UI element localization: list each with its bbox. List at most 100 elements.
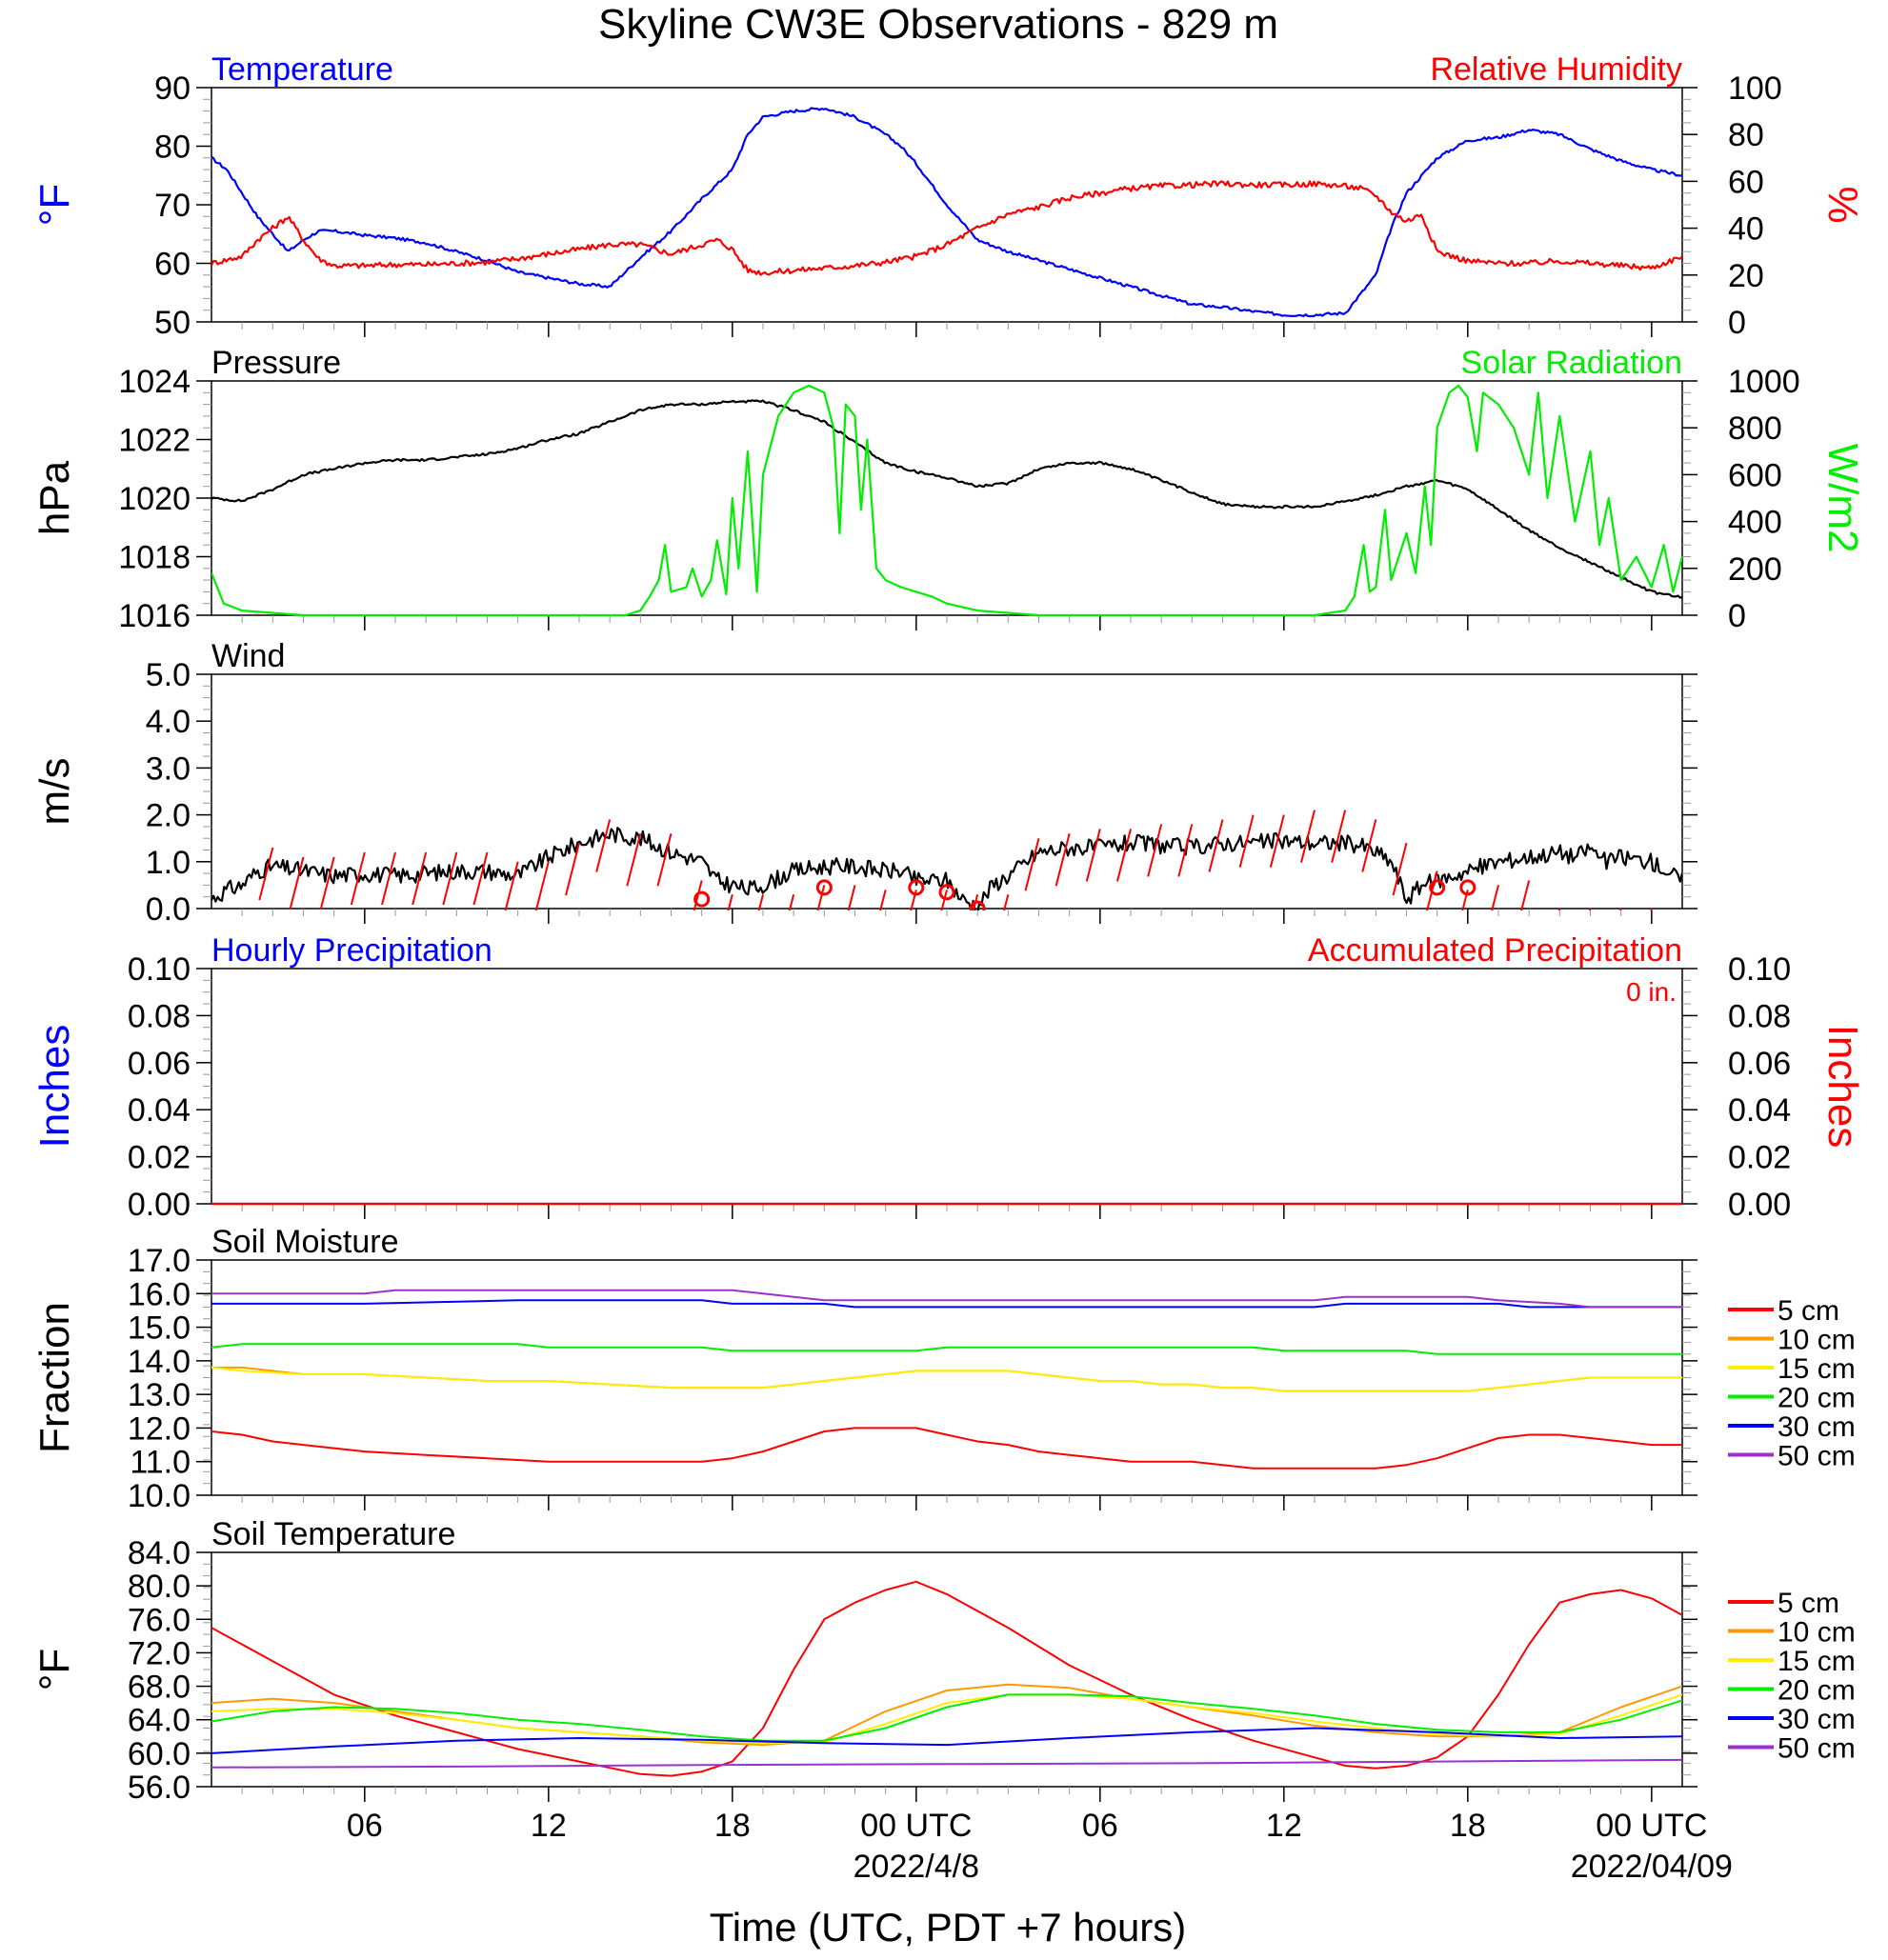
legend-label: 30 cm [1778, 1411, 1856, 1443]
x-tick-label: 18 [714, 1808, 751, 1844]
wind-barb [1300, 810, 1316, 863]
y-tick-label: 2.0 [146, 798, 191, 834]
y-axis-label-left: Fraction [31, 1302, 78, 1453]
panel-3: 0.0 1.0 2.0 3.0 4.0 5.0 Wind m/s [31, 638, 1697, 928]
wind-barb [350, 851, 366, 906]
wind-barb [595, 819, 612, 872]
y-right-tick-label: 400 [1728, 505, 1782, 541]
x-tick-label: 06 [1082, 1808, 1118, 1844]
y-tick-label: 1.0 [146, 845, 191, 881]
wind-barb [504, 861, 519, 910]
y-right-tick-label: 600 [1728, 457, 1782, 493]
plot-area [211, 810, 1682, 910]
y-tick-label: 0.0 [146, 891, 191, 928]
wind-barb [534, 861, 550, 910]
y-tick-label: 64.0 [128, 1703, 191, 1739]
y-axis-label-left: hPa [31, 460, 78, 535]
series-relative-humidity [211, 180, 1682, 276]
series-20-cm [211, 1343, 1682, 1355]
y-right-tick-label: 100 [1728, 70, 1782, 107]
wind-barb [847, 885, 856, 910]
y-tick-label: 14.0 [128, 1344, 191, 1380]
time-axis: 06 12 18 00 UTC 2022/4/8 06 12 18 00 UTC 2022/04/… [347, 1808, 1733, 1885]
y-axis-label-right: W/m2 [1819, 444, 1866, 553]
series-5-cm [211, 1427, 1682, 1470]
wind-barb [442, 851, 458, 906]
wind-barb [1520, 880, 1531, 910]
x-tick-label: 12 [1266, 1808, 1302, 1844]
panel-title-right: Relative Humidity [1430, 51, 1682, 88]
legend-label: 5 cm [1778, 1295, 1839, 1327]
wind-barb [626, 833, 642, 887]
y-axis-label-left: °F [31, 184, 78, 226]
legend-label: 20 cm [1778, 1383, 1856, 1414]
wind-barb [656, 833, 673, 887]
plot-area [211, 1580, 1682, 1777]
wind-barb [1491, 885, 1499, 910]
calm-marker [1459, 879, 1476, 896]
x-date-label: 2022/04/09 [1571, 1849, 1733, 1885]
legend-label: 10 cm [1778, 1325, 1856, 1356]
series-20-cm [211, 1693, 1682, 1742]
wind-barb [910, 890, 917, 910]
y-tick-label: 1024 [118, 364, 191, 400]
y-right-tick-label: 0.04 [1728, 1092, 1791, 1129]
legend-label: 15 cm [1778, 1646, 1856, 1677]
y-tick-label: 12.0 [128, 1410, 191, 1447]
wind-barb [1461, 890, 1469, 910]
legend-label: 50 cm [1778, 1441, 1856, 1472]
y-tick-label: 16.0 [128, 1276, 191, 1312]
panel-title-left: Soil Moisture [211, 1224, 399, 1260]
y-right-tick-label: 0 [1728, 598, 1746, 634]
series-15-cm [211, 1693, 1682, 1745]
calm-marker [815, 879, 833, 896]
panels: 50 60 70 80 90 0 20 40 60 80 100 Temperature Relativ… [31, 51, 1866, 1806]
y-right-tick-label: 0.10 [1728, 951, 1791, 988]
wind-barb [1024, 837, 1040, 891]
wind-barb [289, 856, 305, 910]
x-tick-label: 12 [531, 1808, 567, 1844]
calm-marker [908, 879, 925, 896]
wind-barb [1085, 829, 1101, 882]
x-tick-label: 00 UTC [860, 1808, 972, 1844]
panel-title-left: Wind [211, 638, 285, 674]
wind-barb [788, 893, 795, 910]
y-tick-label: 3.0 [146, 750, 191, 787]
panel-5: 10.011.012.013.014.015.016.017.0 Soil Moi… [31, 1224, 1856, 1514]
figure-title: Skyline CW3E Observations - 829 m [598, 1, 1278, 48]
legend-label: 10 cm [1778, 1617, 1856, 1649]
y-tick-label: 0.10 [128, 951, 191, 988]
y-tick-label: 60 [154, 247, 191, 283]
wind-barb [1116, 829, 1132, 882]
calm-marker [693, 890, 711, 908]
series-50-cm [211, 1758, 1682, 1769]
wind-barb [879, 890, 887, 910]
series-pressure [211, 399, 1682, 599]
series-30-cm [211, 1299, 1682, 1309]
wind-barb [1003, 893, 1010, 910]
y-right-tick-label: 1000 [1728, 364, 1800, 400]
y-tick-label: 90 [154, 70, 191, 107]
y-tick-label: 4.0 [146, 704, 191, 740]
y-axis-label-right: Inches [1819, 1025, 1866, 1149]
wind-barb [1054, 833, 1071, 887]
y-tick-label: 80.0 [128, 1569, 191, 1605]
calm-marker [969, 900, 986, 910]
x-tick-label: 00 UTC [1596, 1808, 1707, 1844]
calm-marker [938, 884, 955, 901]
y-tick-label: 11.0 [130, 1445, 191, 1481]
y-tick-label: 56.0 [128, 1770, 191, 1806]
series-15-cm [211, 1366, 1682, 1392]
wind-barb [727, 893, 733, 910]
y-tick-label: 13.0 [128, 1377, 191, 1413]
y-axis-label-right: % [1819, 186, 1866, 223]
y-axis-label-left: Inches [31, 1025, 78, 1149]
wind-barb [1177, 824, 1194, 877]
y-right-tick-label: 0.08 [1728, 998, 1791, 1034]
y-right-tick-label: 40 [1728, 211, 1764, 248]
y-tick-label: 0.02 [128, 1140, 191, 1176]
wind-barb [757, 893, 764, 910]
y-tick-label: 0.06 [128, 1046, 191, 1082]
